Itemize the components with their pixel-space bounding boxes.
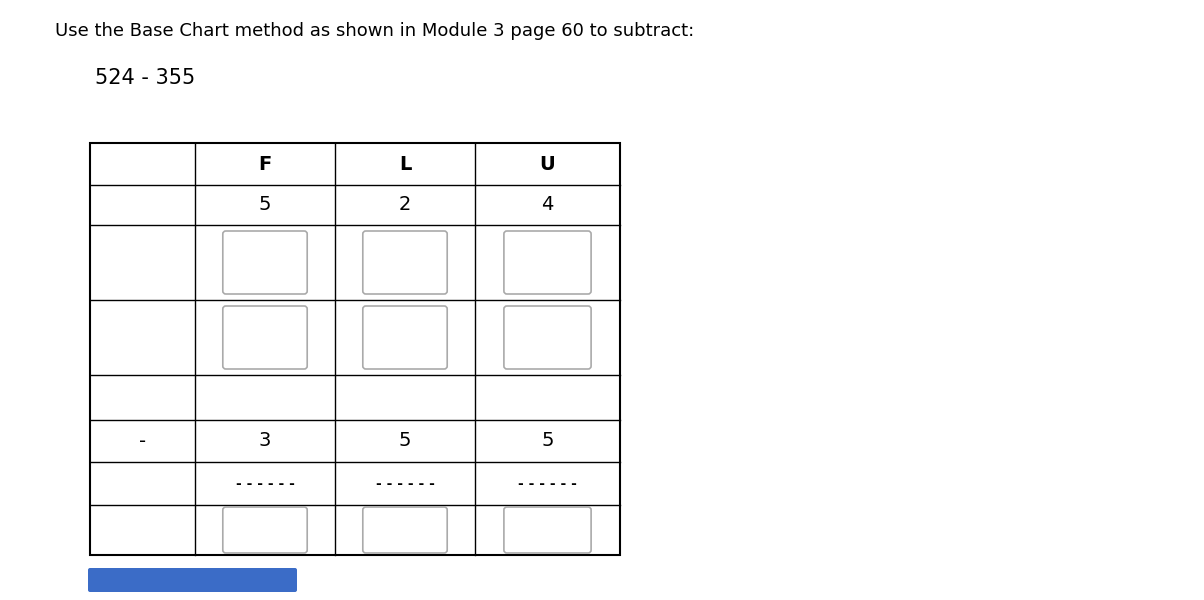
Text: Use the Base Chart method as shown in Module 3 page 60 to subtract:: Use the Base Chart method as shown in Mo… xyxy=(55,22,695,40)
Text: 5: 5 xyxy=(399,431,412,451)
Text: 4: 4 xyxy=(542,196,554,214)
Text: 5: 5 xyxy=(542,431,554,451)
Text: 3: 3 xyxy=(259,431,271,451)
Text: - - - - - -: - - - - - - xyxy=(236,476,295,491)
Text: - - - - - -: - - - - - - xyxy=(518,476,577,491)
Text: 2: 2 xyxy=(399,196,412,214)
FancyBboxPatch shape xyxy=(88,568,297,592)
Text: -: - xyxy=(138,431,146,451)
Bar xyxy=(90,143,620,555)
Text: 5: 5 xyxy=(259,196,271,214)
Text: - - - - - -: - - - - - - xyxy=(376,476,435,491)
Text: L: L xyxy=(399,154,412,173)
Text: U: U xyxy=(539,154,555,173)
Text: F: F xyxy=(259,154,272,173)
Text: 524 - 355: 524 - 355 xyxy=(95,68,195,88)
